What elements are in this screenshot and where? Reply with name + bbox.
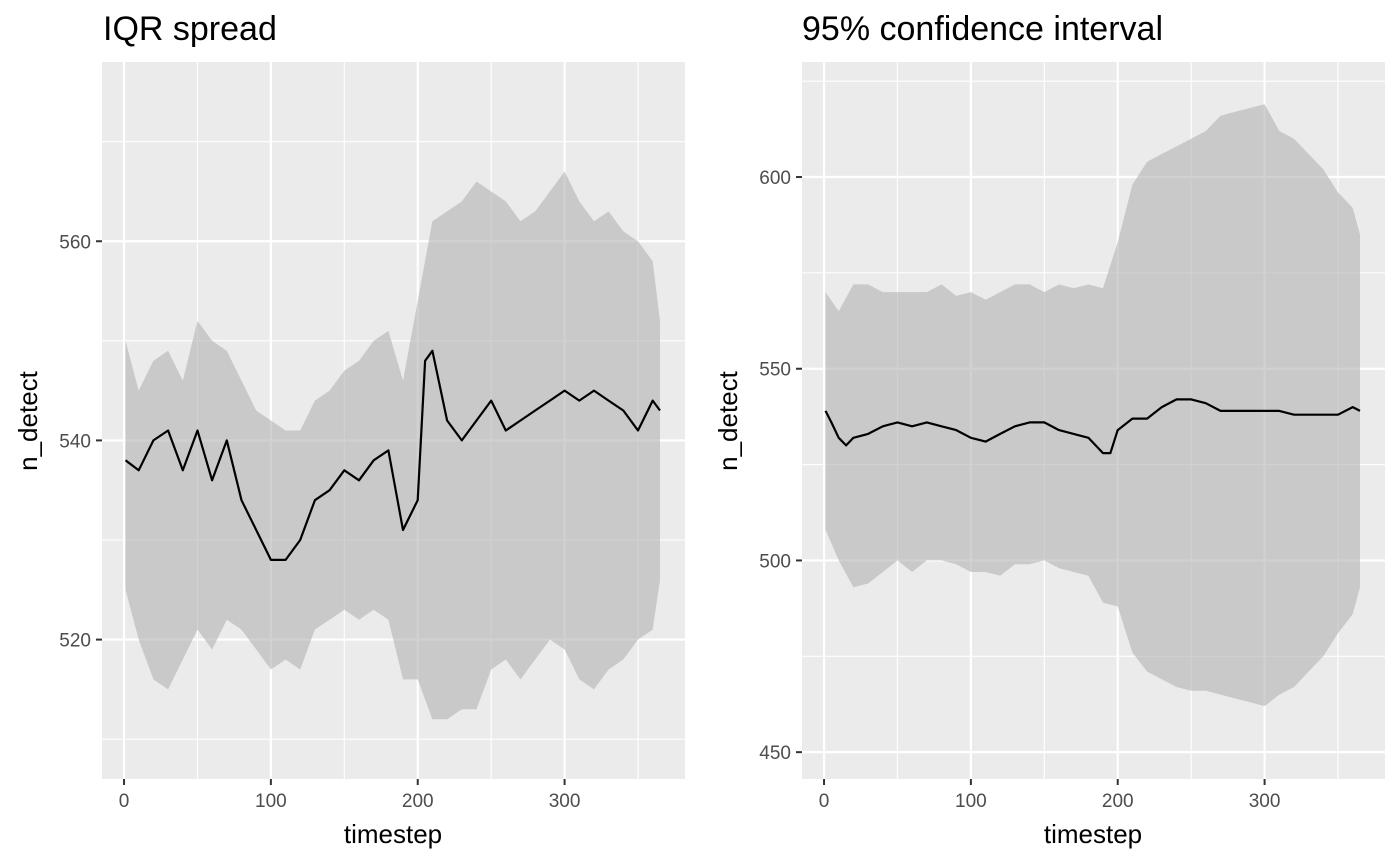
axis-ticks: 0 100 200 300 520 540 560 [59, 232, 580, 812]
axis-ticks: 0 100 200 300 450 500 550 600 [759, 168, 1280, 812]
y-axis-title: n_detect [713, 370, 743, 471]
y-tick-label: 500 [759, 551, 791, 572]
iqr-ribbon [125, 171, 660, 720]
y-tick-label: 520 [59, 631, 91, 652]
y-tick-label: 560 [59, 232, 91, 253]
x-tick-label: 0 [819, 791, 830, 812]
x-tick-label: 300 [1249, 791, 1281, 812]
x-tick-label: 0 [119, 791, 130, 812]
y-tick-label: 600 [759, 168, 791, 189]
x-tick-label: 100 [955, 791, 987, 812]
chart-title: IQR spread [103, 10, 277, 48]
x-tick-label: 300 [549, 791, 581, 812]
ci-ribbon [825, 104, 1360, 707]
x-axis-title: timestep [1044, 819, 1142, 849]
y-tick-label: 450 [759, 743, 791, 764]
x-tick-label: 200 [402, 791, 434, 812]
x-tick-label: 100 [255, 791, 287, 812]
chart-title: 95% confidence interval [802, 10, 1163, 48]
y-tick-label: 540 [59, 431, 91, 452]
mean-line [824, 398, 1361, 455]
y-tick-label: 550 [759, 360, 791, 381]
chart-95-confidence-interval: 0 100 200 300 450 500 550 600 95% confidence in… [713, 10, 1385, 849]
x-tick-label: 200 [1102, 791, 1134, 812]
y-axis-title: n_detect [13, 370, 43, 471]
x-axis-title: timestep [344, 819, 442, 849]
median-line [124, 349, 661, 561]
